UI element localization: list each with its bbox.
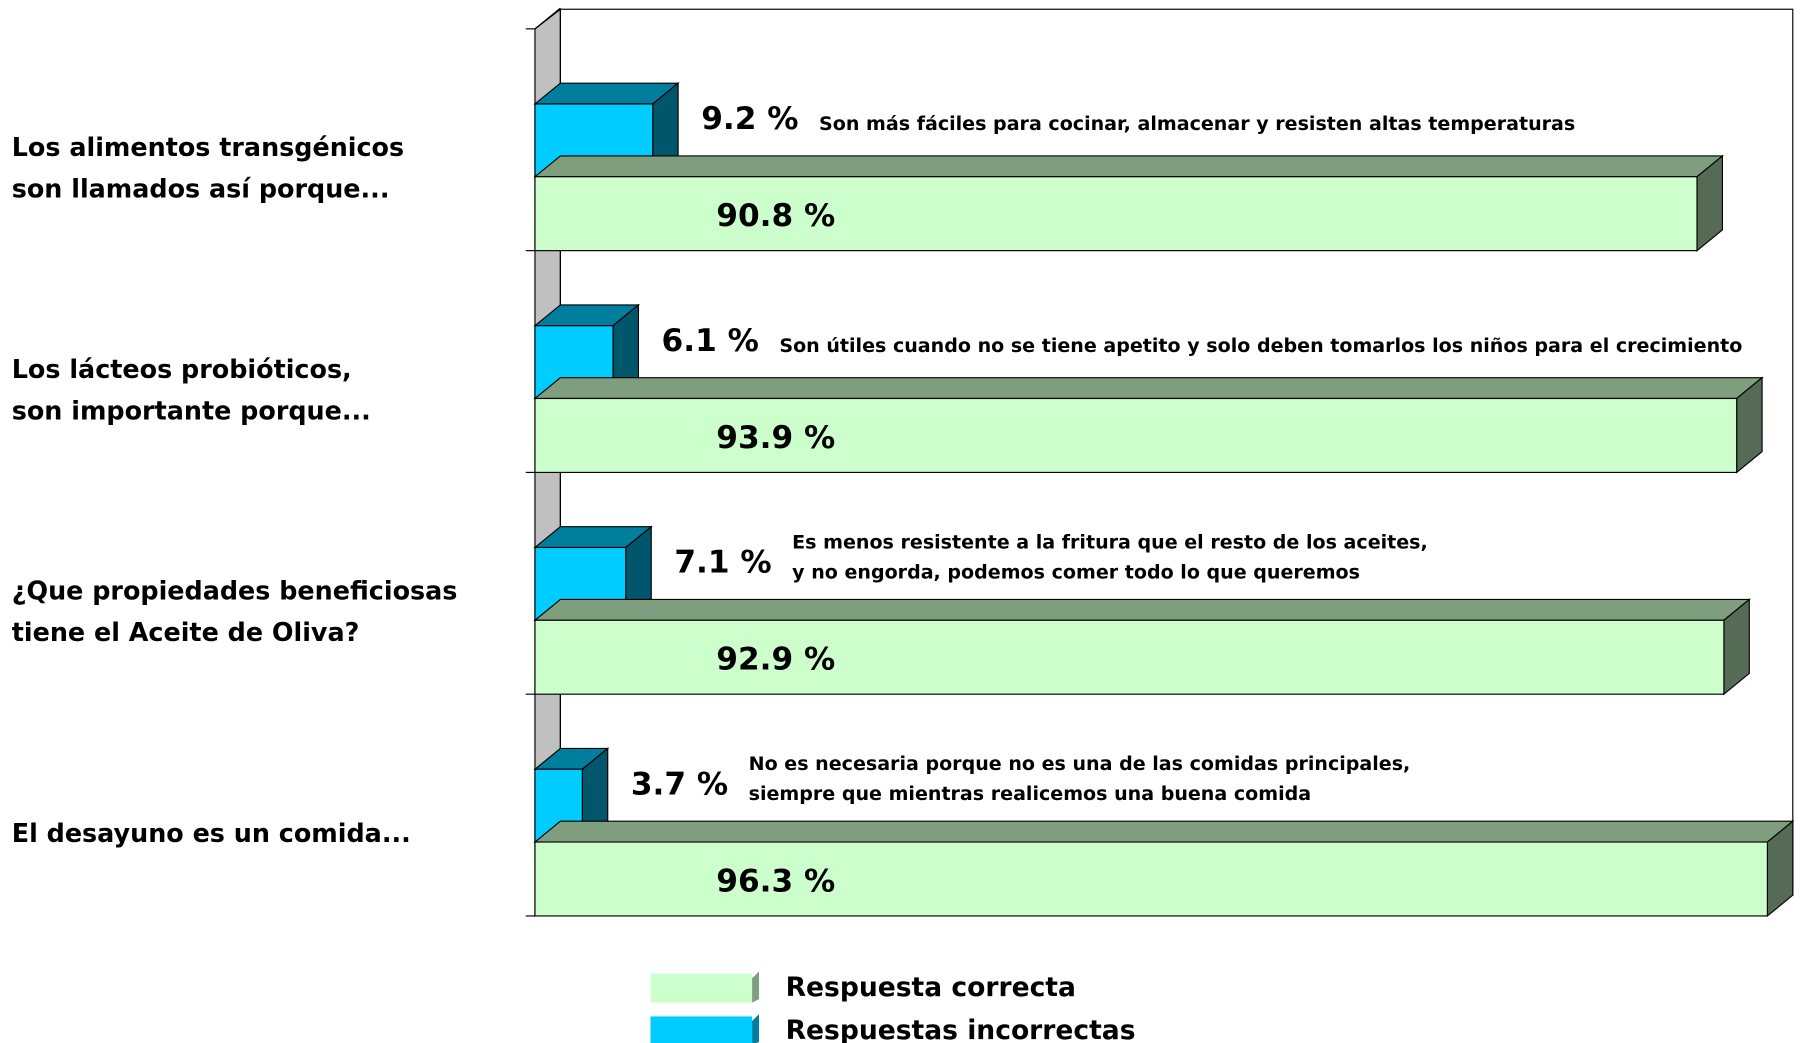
legend-item: Respuesta correcta [650,971,1076,1003]
value-label: 96.3 % [716,863,835,899]
legend-swatch [650,973,753,1003]
bar [533,154,1725,252]
legend-swatch-side [752,1014,760,1043]
value-label: 90.8 % [716,198,835,234]
annotation: Son más fáciles para cocinar, almacenar … [819,113,1575,135]
legend-item: Respuestas incorrectas [650,1014,1136,1043]
bar [533,820,1795,918]
bar [533,376,1764,474]
category-label: El desayuno es un comida... [12,818,411,848]
legend-swatch [650,1016,753,1043]
annotation: y no engorda, podemos comer todo lo que … [792,561,1360,583]
legend-label: Respuesta correcta [786,972,1076,1003]
plot: Los alimentos transgénicos son llamados a… [12,7,1795,1043]
category-label: son llamados así porque... [12,174,390,204]
value-label: 3.7 % [631,766,728,802]
bar-front [534,841,1768,917]
annotation: No es necesaria porque no es una de las … [749,753,1411,775]
value-label: 7.1 % [674,545,771,581]
bar-front [534,619,1725,695]
value-label: 93.9 % [716,420,835,456]
value-label: 6.1 % [662,323,759,359]
bar-front [534,176,1698,252]
category-label: Los alimentos transgénicos [12,132,404,162]
category-label: Los lácteos probióticos, [12,354,352,384]
value-label: 92.9 % [716,642,835,678]
annotation: siempre que mientras realicemos una buen… [749,783,1311,805]
bar-top [533,820,1795,843]
legend-label: Respuestas incorrectas [786,1015,1136,1043]
category-label: ¿Que propiedades beneficiosas [12,576,458,606]
bar [533,598,1751,696]
category-label: tiene el Aceite de Oliva? [12,617,360,647]
value-label: 9.2 % [701,101,798,137]
bar-top [533,377,1764,400]
annotation: Son útiles cuando no se tiene apetito y … [779,335,1742,357]
category-label: son importante porque... [12,395,371,425]
legend-swatch-side [752,971,760,1003]
bar-top [533,155,1725,178]
bar [533,747,610,845]
wall-line [534,7,561,30]
bar-front [534,397,1738,473]
bar-top [533,598,1751,621]
annotation: Es menos resistente a la fritura que el … [792,531,1428,553]
